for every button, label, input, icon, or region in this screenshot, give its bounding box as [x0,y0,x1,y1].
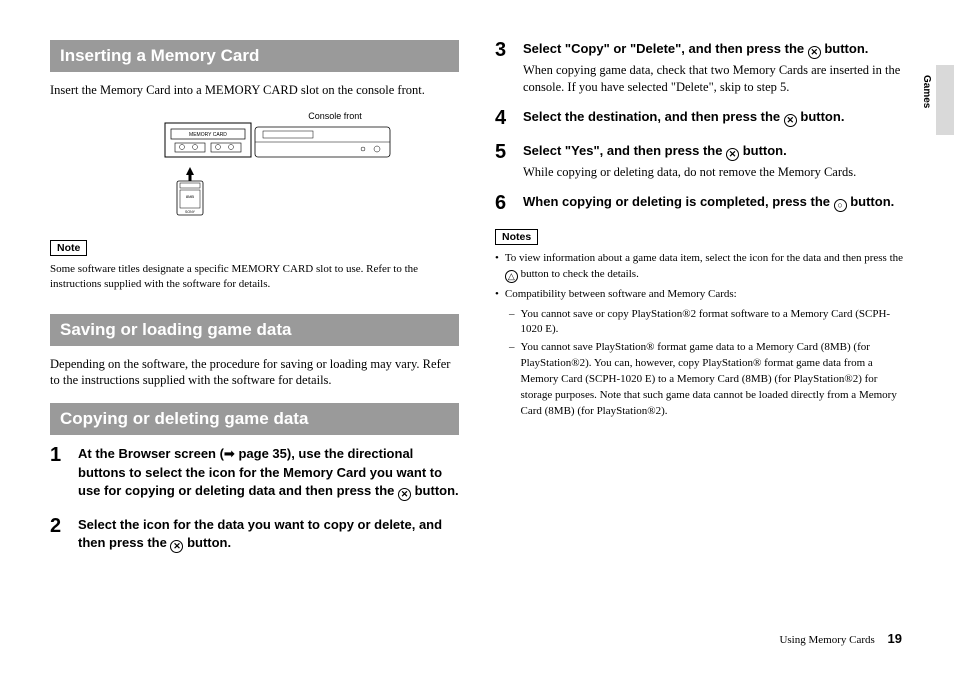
text: button. [847,194,895,209]
step-5-body: While copying or deleting data, do not r… [523,164,904,181]
step-number: 4 [495,108,513,130]
text: button. [739,143,787,158]
dash-icon: – [509,340,515,420]
text: To view information about a game data it… [505,252,903,264]
text: When copying or deleting is completed, p… [523,194,834,209]
note-sub-1: – You cannot save or copy PlayStation®2 … [509,307,904,339]
step-number: 2 [50,516,68,556]
svg-text:Console front: Console front [308,111,362,121]
step-3: 3 Select "Copy" or "Delete", and then pr… [495,40,904,96]
note-bullet-1: • To view information about a game data … [495,251,904,283]
footer-text: Using Memory Cards [779,634,874,646]
sub-text: You cannot save or copy PlayStation®2 fo… [521,307,905,339]
x-button-icon: ✕ [170,540,183,553]
text: Select "Yes", and then press the [523,143,726,158]
section-header-copying: Copying or deleting game data [50,403,459,435]
text: Select the icon for the data you want to… [78,517,442,550]
page-number: 19 [888,631,902,646]
section-header-inserting: Inserting a Memory Card [50,40,459,72]
text: button. [183,535,231,550]
text: button. [411,483,459,498]
text: Select the destination, and then press t… [523,109,784,124]
x-button-icon: ✕ [808,46,821,59]
step-5-title: Select "Yes", and then press the ✕ butto… [523,142,904,161]
dash-icon: – [509,307,515,339]
arrow-icon: ➟ [224,446,235,461]
x-button-icon: ✕ [726,148,739,161]
left-column: Inserting a Memory Card Insert the Memor… [50,40,459,644]
step-3-body: When copying game data, check that two M… [523,62,904,96]
x-button-icon: ✕ [398,488,411,501]
step-4-title: Select the destination, and then press t… [523,108,904,127]
bullet-text: To view information about a game data it… [505,251,904,283]
step-6: 6 When copying or deleting is completed,… [495,193,904,215]
saving-body: Depending on the software, the procedure… [50,356,459,390]
step-number: 6 [495,193,513,215]
svg-text:MEMORY CARD: MEMORY CARD [189,132,227,138]
svg-text:8MB: 8MB [185,194,194,199]
bullet-icon: • [495,251,499,283]
text: At the Browser screen ( [78,446,224,461]
sub-text: You cannot save PlayStation® format game… [521,340,905,420]
step-3-title: Select "Copy" or "Delete", and then pres… [523,40,904,59]
text: Select "Copy" or "Delete", and then pres… [523,41,808,56]
step-6-title: When copying or deleting is completed, p… [523,193,904,212]
step-number: 1 [50,445,68,503]
step-4: 4 Select the destination, and then press… [495,108,904,130]
bullet-text: Compatibility between software and Memor… [505,287,737,303]
triangle-button-icon: △ [505,270,518,283]
circle-button-icon: ○ [834,199,847,212]
step-2: 2 Select the icon for the data you want … [50,516,459,556]
text: button. [797,109,845,124]
page-footer: Using Memory Cards 19 [779,631,902,646]
step-5: 5 Select "Yes", and then press the ✕ but… [495,142,904,181]
page-content: Inserting a Memory Card Insert the Memor… [0,0,954,674]
note-label: Note [50,240,87,256]
text: button. [821,41,869,56]
section-header-saving: Saving or loading game data [50,314,459,346]
step-number: 3 [495,40,513,96]
step-2-title: Select the icon for the data you want to… [78,516,459,553]
note-bullet-2: • Compatibility between software and Mem… [495,287,904,303]
step-1-title: At the Browser screen (➟ page 35), use t… [78,445,459,500]
x-button-icon: ✕ [784,114,797,127]
bullet-icon: • [495,287,499,303]
notes-list: • To view information about a game data … [495,251,904,420]
console-diagram: Console front MEMORY CARD [50,109,459,224]
right-column: 3 Select "Copy" or "Delete", and then pr… [495,40,904,644]
step-1: 1 At the Browser screen (➟ page 35), use… [50,445,459,503]
text: button to check the details. [518,268,639,280]
step-number: 5 [495,142,513,181]
svg-text:SONY: SONY [185,210,196,214]
notes-label: Notes [495,229,538,245]
note-sub-2: – You cannot save PlayStation® format ga… [509,340,904,420]
note-body: Some software titles designate a specifi… [50,262,459,292]
inserting-body: Insert the Memory Card into a MEMORY CAR… [50,82,459,99]
